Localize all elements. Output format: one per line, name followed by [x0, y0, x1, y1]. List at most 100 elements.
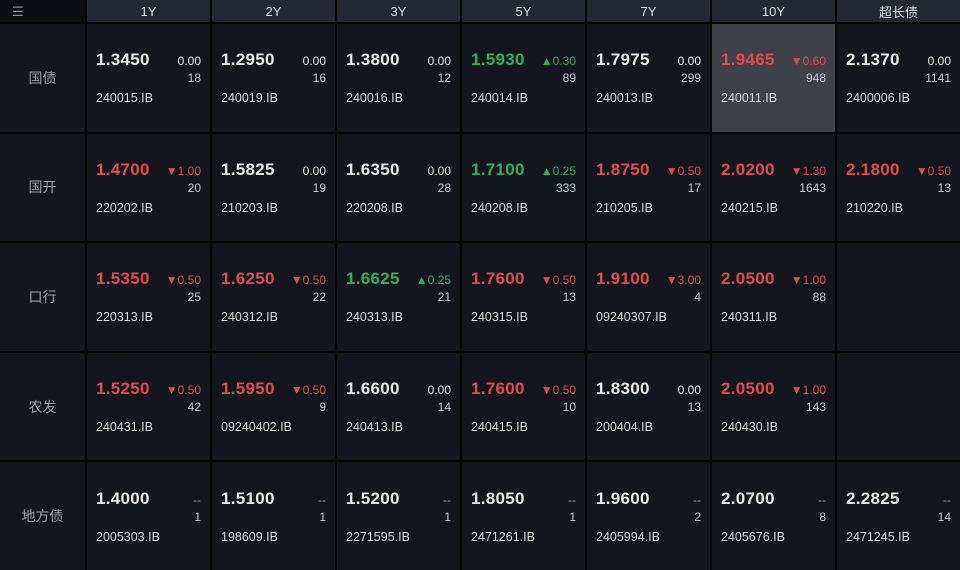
change-value: ▼0.50 — [165, 273, 201, 288]
bond-code: 09240307.IB — [596, 310, 667, 325]
volume-value: 13 — [937, 180, 951, 195]
rate-value: 2.2825 — [846, 488, 900, 508]
volume-value: 333 — [555, 180, 576, 195]
menu-icon[interactable]: ☰ — [12, 3, 24, 19]
quote-cell[interactable]: 1.8050 -- 1 2471261.IB — [462, 462, 585, 570]
bond-code: 240413.IB — [346, 420, 403, 435]
column-header-1[interactable]: 1Y — [87, 0, 210, 22]
quote-cell[interactable]: 1.5200 -- 1 2271595.IB — [337, 462, 460, 570]
rate-value: 1.5350 — [96, 269, 150, 289]
change-value: 0.00 — [427, 54, 451, 69]
quote-cell[interactable]: 1.6350 0.00 28 220208.IB — [337, 133, 460, 242]
change-value: ▼3.00 — [665, 273, 701, 288]
quote-cell[interactable]: 1.8300 0.00 13 200404.IB — [587, 352, 710, 461]
bond-code: 240208.IB — [471, 200, 528, 215]
volume-value: 19 — [312, 180, 326, 195]
quote-cell[interactable]: 1.9465 ▼0.60 948 240011.IB — [712, 24, 835, 132]
bond-code: 2471245.IB — [846, 529, 910, 544]
volume-value: 13 — [562, 290, 576, 305]
rate-value: 1.8050 — [471, 488, 525, 508]
column-header-2[interactable]: 2Y — [212, 0, 335, 22]
rate-value: 1.7975 — [596, 50, 650, 70]
quote-cell[interactable]: 1.5250 ▼0.50 42 240431.IB — [87, 352, 210, 461]
quote-cell[interactable]: 2.1370 0.00 1141 2400006.IB — [837, 24, 960, 132]
quote-cell[interactable]: 1.4700 ▼1.00 20 220202.IB — [87, 133, 210, 242]
volume-value: 143 — [805, 400, 826, 415]
rate-value: 2.1370 — [846, 50, 900, 70]
bond-code: 210220.IB — [846, 200, 903, 215]
bond-code: 210205.IB — [596, 200, 653, 215]
change-value: ▼0.50 — [540, 383, 576, 398]
quote-cell[interactable]: 1.9600 -- 2 2405994.IB — [587, 462, 710, 570]
quote-cell[interactable]: 2.2825 -- 14 2471245.IB — [837, 462, 960, 570]
row-label-5: 地方债 — [0, 462, 85, 570]
change-value: 0.00 — [427, 383, 451, 398]
change-value: 0.00 — [927, 54, 951, 69]
column-header-5[interactable]: 7Y — [587, 0, 710, 22]
quote-cell[interactable]: 1.5950 ▼0.50 9 09240402.IB — [212, 352, 335, 461]
quote-cell[interactable]: 2.0500 ▼1.00 143 240430.IB — [712, 352, 835, 461]
quote-cell[interactable]: 1.7600 ▼0.50 13 240315.IB — [462, 243, 585, 351]
quote-cell[interactable]: 1.5825 0.00 19 210203.IB — [212, 133, 335, 242]
column-header-4[interactable]: 5Y — [462, 0, 585, 22]
quote-cell[interactable]: 1.2950 0.00 16 240019.IB — [212, 24, 335, 132]
volume-value: 16 — [312, 71, 326, 86]
quote-cell[interactable]: 1.7100 ▲0.25 333 240208.IB — [462, 133, 585, 242]
volume-value: 8 — [819, 509, 826, 524]
volume-value: 25 — [187, 290, 201, 305]
quote-cell[interactable]: 1.7975 0.00 299 240013.IB — [587, 24, 710, 132]
bond-code: 240013.IB — [596, 91, 653, 106]
quote-cell[interactable]: 1.7600 ▼0.50 10 240415.IB — [462, 352, 585, 461]
column-header-3[interactable]: 3Y — [337, 0, 460, 22]
bond-code: 240011.IB — [721, 91, 778, 106]
quote-cell[interactable]: 1.5350 ▼0.50 25 220313.IB — [87, 243, 210, 351]
rate-value: 2.0500 — [721, 269, 775, 289]
quote-cell[interactable] — [837, 352, 960, 461]
bond-code: 240015.IB — [96, 91, 153, 106]
column-header-6[interactable]: 10Y — [712, 0, 835, 22]
quote-cell[interactable]: 1.9100 ▼3.00 4 09240307.IB — [587, 243, 710, 351]
quote-cell[interactable]: 1.6600 0.00 14 240413.IB — [337, 352, 460, 461]
bond-code: 240019.IB — [221, 91, 278, 106]
quote-cell[interactable]: 1.4000 -- 1 2005303.IB — [87, 462, 210, 570]
volume-value: 13 — [687, 400, 701, 415]
change-value: ▼0.50 — [290, 273, 326, 288]
change-value: -- — [693, 492, 701, 507]
bond-code: 240014.IB — [471, 91, 528, 106]
bond-code: 2405676.IB — [721, 529, 785, 544]
quote-cell[interactable]: 1.8750 ▼0.50 17 210205.IB — [587, 133, 710, 242]
quote-cell[interactable]: 1.5930 ▲0.30 89 240014.IB — [462, 24, 585, 132]
rate-value: 1.6250 — [221, 269, 275, 289]
volume-value: 4 — [694, 290, 701, 305]
change-value: -- — [568, 492, 576, 507]
row-label-1: 国债 — [0, 24, 85, 132]
rate-value: 1.2950 — [221, 50, 275, 70]
quote-cell[interactable]: 1.6250 ▼0.50 22 240312.IB — [212, 243, 335, 351]
quote-cell[interactable]: 1.3450 0.00 18 240015.IB — [87, 24, 210, 132]
bond-code: 200404.IB — [596, 420, 653, 435]
quote-cell[interactable]: 1.3800 0.00 12 240016.IB — [337, 24, 460, 132]
rate-value: 1.5950 — [221, 379, 275, 399]
volume-value: 1 — [444, 509, 451, 524]
rate-value: 1.3800 — [346, 50, 400, 70]
volume-value: 88 — [812, 290, 826, 305]
quote-cell[interactable]: 1.6625 ▲0.25 21 240313.IB — [337, 243, 460, 351]
quote-cell[interactable]: 1.5100 -- 1 198609.IB — [212, 462, 335, 570]
quote-cell[interactable]: 2.0200 ▼1.30 1643 240215.IB — [712, 133, 835, 242]
quote-cell[interactable] — [837, 243, 960, 351]
bond-code: 2271595.IB — [346, 529, 410, 544]
change-value: ▲0.30 — [540, 54, 576, 69]
bond-code: 210203.IB — [221, 200, 278, 215]
quote-cell[interactable]: 2.0700 -- 8 2405676.IB — [712, 462, 835, 570]
column-header-7[interactable]: 超长债 — [837, 0, 960, 22]
change-value: ▲0.25 — [415, 273, 451, 288]
rate-value: 1.7600 — [471, 269, 525, 289]
quote-cell[interactable]: 2.1800 ▼0.50 13 210220.IB — [837, 133, 960, 242]
bond-code: 240215.IB — [721, 200, 778, 215]
rate-value: 1.5930 — [471, 50, 525, 70]
rate-value: 1.3450 — [96, 50, 150, 70]
volume-value: 14 — [437, 400, 451, 415]
quote-cell[interactable]: 2.0500 ▼1.00 88 240311.IB — [712, 243, 835, 351]
change-value: ▼0.50 — [290, 383, 326, 398]
